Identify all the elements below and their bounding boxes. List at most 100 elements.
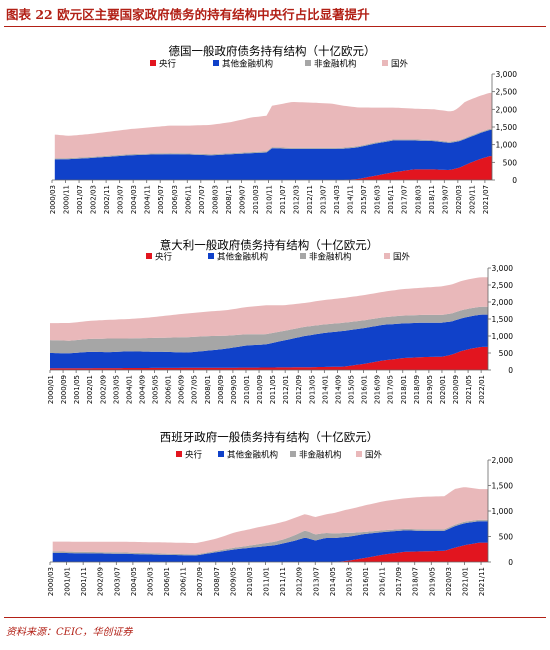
x-tick-label: 2012/03 (293, 185, 301, 214)
x-tick-label: 2015/03 (345, 567, 353, 596)
area-series (54, 128, 493, 160)
y-tick-label: 3,000 (492, 264, 514, 273)
x-tick-label: 2011/11 (279, 567, 287, 596)
x-tick-label: 2012/01 (282, 375, 290, 404)
x-tick-label: 2008/03 (211, 185, 219, 214)
x-tick-label: 2021/01 (461, 567, 469, 596)
legend-label: 非金融机构 (299, 450, 342, 461)
x-tick-label: 2010/03 (252, 185, 260, 214)
area-series (50, 346, 488, 370)
area-series (54, 92, 493, 159)
x-tick-label: 2006/01 (163, 567, 171, 596)
title-divider (4, 26, 546, 27)
x-tick-label: 2007/07 (198, 185, 206, 214)
y-tick-label: 500 (503, 158, 518, 167)
legend-label: 其他金融机构 (222, 59, 273, 70)
x-tick-label: 2000/09 (60, 375, 68, 404)
x-tick-label: 2016/11 (387, 185, 395, 214)
x-tick-label: 2006/01 (165, 375, 173, 404)
x-tick-label: 2003/07 (113, 567, 121, 596)
x-tick-label: 2002/09 (97, 567, 105, 596)
x-tick-label: 2018/07 (412, 567, 420, 596)
x-tick-label: 2004/09 (138, 375, 146, 404)
x-tick-label: 2020/01 (439, 375, 447, 404)
x-tick-label: 2014/11 (347, 185, 355, 214)
chart-panel-spain: 西班牙政府一般债务持有结构（十亿欧元） 央行 其他金融机构 非金融机构 国外 0 500 1,… (0, 428, 550, 610)
x-tick-label: 2006/11 (184, 185, 192, 214)
x-tick-label: 2021/05 (465, 375, 473, 404)
legend-swatch (213, 60, 219, 66)
x-tick-label: 2008/07 (213, 567, 221, 596)
x-tick-label: 2015/05 (347, 375, 355, 404)
x-tick-label: 2005/03 (146, 567, 154, 596)
x-tick-label: 2012/09 (296, 567, 304, 596)
source-divider (4, 617, 546, 618)
legend-swatch (305, 60, 311, 66)
x-tick-label: 2012/11 (306, 185, 314, 214)
x-tick-label: 2006/03 (171, 185, 179, 214)
chart-title: 西班牙政府一般债务持有结构（十亿欧元） (160, 430, 379, 444)
x-tick-label: 2014/05 (329, 567, 337, 596)
legend-swatch (208, 253, 214, 259)
x-tick-label: 2002/11 (103, 185, 111, 214)
x-tick-label: 2021/11 (478, 567, 486, 596)
x-tick-label: 2019/05 (428, 567, 436, 596)
y-tick-label: 1,500 (492, 482, 514, 491)
x-tick-label: 2013/07 (320, 185, 328, 214)
y-tick-label: 2,000 (492, 456, 514, 465)
x-tick-label: 2001/11 (80, 567, 88, 596)
chart-panel-italy: 意大利一般政府债务持有结构（十亿欧元） 央行 其他金融机构 非金融机构 国外 0 500 1,… (0, 236, 550, 418)
x-tick-label: 2009/05 (229, 567, 237, 596)
y-tick-label: 1,500 (492, 315, 514, 324)
chart-panel-germany: 德国一般政府债务持有结构（十亿欧元） 央行 其他金融机构 非金融机构 国外 0 500 1,0… (0, 42, 550, 218)
x-tick-label: 2008/01 (204, 375, 212, 404)
legend-swatch (356, 451, 362, 457)
x-tick-label: 2016/09 (374, 375, 382, 404)
x-tick-label: 2006/11 (180, 567, 188, 596)
x-tick-label: 2018/03 (414, 185, 422, 214)
y-tick-label: 0 (508, 366, 513, 375)
area-series (50, 277, 488, 341)
legend-label: 其他金融机构 (217, 252, 268, 263)
x-tick-label: 2004/01 (125, 375, 133, 404)
legend-swatch (300, 253, 306, 259)
x-tick-label: 2020/03 (455, 185, 463, 214)
legend-swatch (290, 451, 296, 457)
figure-title: 图表 22 欧元区主要国家政府债务的持有结构中央行占比显著提升 (6, 7, 370, 22)
x-tick-label: 2013/07 (312, 567, 320, 596)
y-tick-label: 2,500 (496, 88, 518, 97)
x-tick-label: 2022/01 (478, 375, 486, 404)
x-tick-label: 2001/07 (76, 185, 84, 214)
y-tick-label: 500 (499, 349, 514, 358)
x-tick-label: 2018/01 (400, 375, 408, 404)
x-tick-label: 2001/05 (73, 375, 81, 404)
x-tick-label: 2000/11 (63, 185, 71, 214)
legend-swatch (150, 60, 156, 66)
x-tick-label: 2000/01 (47, 375, 55, 404)
x-tick-label: 2020/03 (445, 567, 453, 596)
legend-swatch (176, 451, 182, 457)
chart-title: 意大利一般政府债务持有结构（十亿欧元） (160, 238, 379, 252)
x-tick-label: 2002/03 (90, 185, 98, 214)
legend-swatch (218, 451, 224, 457)
x-tick-label: 2018/09 (413, 375, 421, 404)
y-tick-label: 2,500 (492, 281, 514, 290)
x-tick-label: 2017/07 (401, 185, 409, 214)
y-tick-label: 0 (508, 558, 513, 567)
x-tick-label: 2004/03 (130, 185, 138, 214)
x-tick-label: 2010/01 (243, 375, 251, 404)
x-tick-label: 2007/05 (191, 375, 199, 404)
italy-chart: 意大利一般政府债务持有结构（十亿欧元）央行 其他金融机构 非金融机构 国外 0 500 1,… (47, 238, 514, 404)
x-tick-label: 2005/07 (157, 185, 165, 214)
x-tick-label: 2021/07 (482, 185, 490, 214)
area-series (52, 521, 488, 562)
x-tick-label: 2001/01 (64, 567, 72, 596)
x-tick-label: 2018/11 (428, 185, 436, 214)
y-tick-label: 0 (512, 176, 517, 185)
x-tick-label: 2006/09 (178, 375, 186, 404)
x-tick-label: 2004/05 (130, 567, 138, 596)
x-tick-label: 2000/03 (49, 185, 57, 214)
x-tick-label: 2020/11 (468, 185, 476, 214)
legend-label: 央行 (159, 59, 177, 70)
x-tick-label: 2019/07 (441, 185, 449, 214)
